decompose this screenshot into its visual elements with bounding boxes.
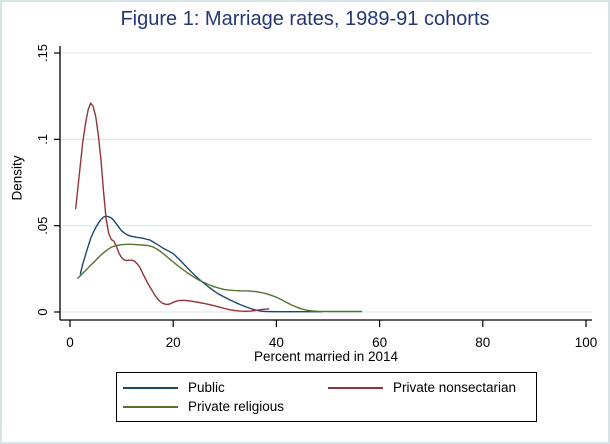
svg-text:.1: .1 xyxy=(35,134,50,145)
legend-line-sample-private-nonsectarian xyxy=(328,386,383,389)
x-axis-label: Percent married in 2014 xyxy=(253,349,399,364)
legend-box: Public Private nonsectarian Private reli… xyxy=(116,372,537,422)
legend-label-public: Public xyxy=(188,380,225,395)
svg-text:40: 40 xyxy=(269,335,284,350)
legend-entry-public: Public xyxy=(123,380,328,395)
legend-entry-private-religious: Private religious xyxy=(123,399,328,414)
legend-label-private-nonsectarian: Private nonsectarian xyxy=(393,380,517,395)
svg-text:.15: .15 xyxy=(35,44,50,62)
legend-label-private-religious: Private religious xyxy=(188,399,285,414)
svg-text:60: 60 xyxy=(372,335,387,350)
svg-text:.05: .05 xyxy=(35,217,50,235)
svg-text:0: 0 xyxy=(66,335,74,350)
svg-text:0: 0 xyxy=(35,308,50,315)
svg-text:100: 100 xyxy=(575,335,598,350)
y-axis-label: Density xyxy=(9,155,25,201)
legend-entry-private-nonsectarian: Private nonsectarian xyxy=(328,380,536,395)
chart-title: Figure 1: Marriage rates, 1989-91 cohort… xyxy=(120,8,490,30)
legend-line-sample-private-religious xyxy=(123,405,178,408)
svg-text:20: 20 xyxy=(166,335,181,350)
svg-text:80: 80 xyxy=(475,335,490,350)
legend-line-sample-public xyxy=(123,386,178,389)
